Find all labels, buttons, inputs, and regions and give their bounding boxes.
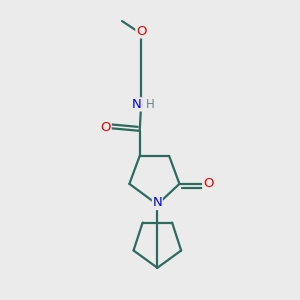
Text: O: O xyxy=(203,177,213,190)
Text: O: O xyxy=(100,122,111,134)
Text: H: H xyxy=(146,98,155,111)
Text: O: O xyxy=(136,25,146,38)
Text: N: N xyxy=(152,196,162,209)
Text: N: N xyxy=(132,98,142,111)
